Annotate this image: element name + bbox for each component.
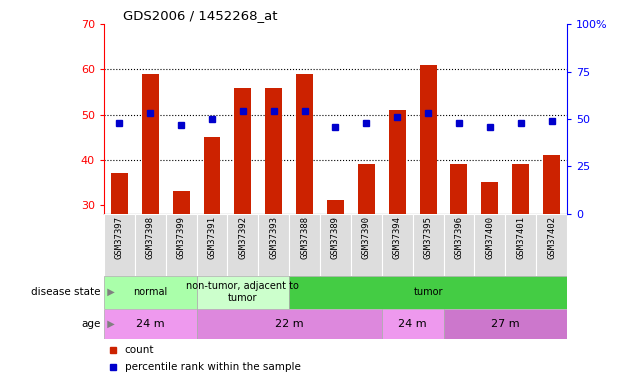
Bar — [351, 214, 382, 276]
Bar — [104, 214, 135, 276]
Bar — [203, 137, 220, 214]
Text: tumor: tumor — [413, 287, 443, 297]
Text: GSM37399: GSM37399 — [176, 216, 186, 259]
Text: ▶: ▶ — [101, 319, 115, 329]
Text: GSM37389: GSM37389 — [331, 216, 340, 259]
Bar — [234, 87, 251, 214]
Bar — [543, 155, 560, 214]
Bar — [327, 200, 344, 214]
Text: percentile rank within the sample: percentile rank within the sample — [125, 362, 301, 372]
Text: non-tumor, adjacent to
tumor: non-tumor, adjacent to tumor — [186, 281, 299, 303]
Bar — [104, 309, 197, 339]
Text: age: age — [81, 319, 101, 329]
Bar — [474, 214, 505, 276]
Bar — [111, 173, 128, 214]
Text: GSM37396: GSM37396 — [454, 216, 464, 259]
Text: GSM37397: GSM37397 — [115, 216, 124, 259]
Text: GSM37402: GSM37402 — [547, 216, 556, 259]
Text: 24 m: 24 m — [136, 319, 164, 329]
Bar — [512, 164, 529, 214]
Text: GSM37400: GSM37400 — [485, 216, 495, 259]
Bar — [320, 214, 351, 276]
Bar — [173, 191, 190, 214]
Text: GSM37401: GSM37401 — [516, 216, 525, 259]
Bar — [505, 214, 536, 276]
Bar — [450, 164, 467, 214]
Text: 24 m: 24 m — [398, 319, 427, 329]
Text: normal: normal — [133, 287, 168, 297]
Text: 22 m: 22 m — [275, 319, 304, 329]
Text: GSM37394: GSM37394 — [392, 216, 402, 259]
Text: GSM37388: GSM37388 — [300, 216, 309, 259]
Bar — [265, 87, 282, 214]
Bar — [197, 309, 382, 339]
Text: GSM37393: GSM37393 — [269, 216, 278, 259]
Text: count: count — [125, 345, 154, 355]
Bar — [420, 65, 437, 214]
Bar — [104, 276, 197, 309]
Bar — [382, 214, 413, 276]
Bar — [166, 214, 197, 276]
Bar — [358, 164, 375, 214]
Bar — [413, 214, 444, 276]
Text: GSM37398: GSM37398 — [146, 216, 155, 259]
Bar — [142, 74, 159, 214]
Text: 27 m: 27 m — [491, 319, 520, 329]
Text: GSM37395: GSM37395 — [423, 216, 433, 259]
Text: disease state: disease state — [32, 287, 101, 297]
Bar — [389, 110, 406, 214]
Bar — [289, 214, 320, 276]
Bar — [444, 309, 567, 339]
Bar — [382, 309, 444, 339]
Bar — [258, 214, 289, 276]
Bar — [197, 276, 289, 309]
Text: ▶: ▶ — [101, 287, 115, 297]
Text: GSM37390: GSM37390 — [362, 216, 371, 259]
Bar — [536, 214, 567, 276]
Text: GDS2006 / 1452268_at: GDS2006 / 1452268_at — [123, 9, 277, 22]
Bar — [197, 214, 227, 276]
Bar — [289, 276, 567, 309]
Bar — [444, 214, 474, 276]
Text: GSM37392: GSM37392 — [238, 216, 248, 259]
Bar — [227, 214, 258, 276]
Bar — [135, 214, 166, 276]
Text: GSM37391: GSM37391 — [207, 216, 217, 259]
Bar — [481, 182, 498, 214]
Bar — [296, 74, 313, 214]
